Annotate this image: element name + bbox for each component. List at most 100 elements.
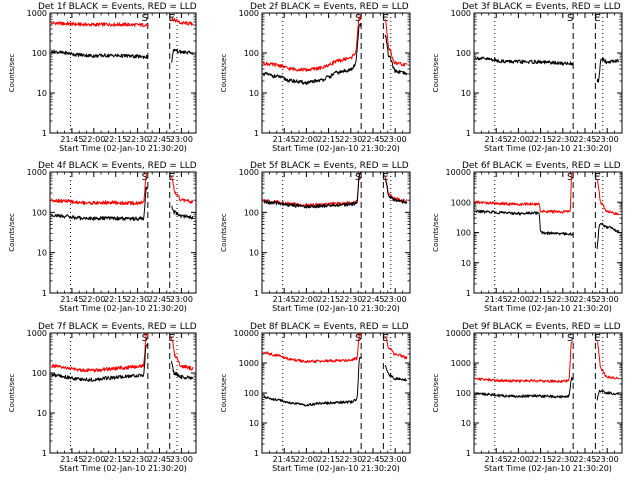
y-tick-label: 1 (42, 289, 47, 298)
marker-label: S (567, 13, 573, 24)
y-tick-label: 1 (254, 129, 259, 138)
panel-title: Det 2f BLACK = Events, RED = LLD (250, 2, 409, 12)
panel-title: Det 5f BLACK = Events, RED = LLD (250, 161, 409, 171)
marker-label: S (142, 172, 148, 183)
y-tick-label: 100 (456, 49, 471, 58)
y-tick-label: 1 (254, 449, 259, 458)
y-tick-label: 1000 (451, 9, 471, 18)
x-axis-label: Start Time (02-Jan-10 21:30:20) (484, 144, 612, 153)
y-axis-label: Counts/sec (8, 54, 16, 93)
plot-frame (49, 171, 197, 294)
x-tick-label: 22:45 (573, 295, 596, 304)
x-tick-label: 22:00 (507, 455, 530, 464)
x-tick-label: 22:15 (104, 295, 127, 304)
x-tick-label: 22:15 (317, 455, 340, 464)
x-tick-label: 23:00 (596, 295, 619, 304)
y-tick-label: 1 (254, 289, 259, 298)
y-tick-label: 100 (32, 208, 47, 217)
y-axis-label: Counts/sec (8, 213, 16, 252)
x-tick-label: 22:30 (551, 455, 574, 464)
y-tick-label: 1000 (27, 329, 47, 338)
lld-series-line (263, 14, 408, 72)
x-tick-label: 23:00 (170, 295, 193, 304)
panel-det-9: Det 9f BLACK = Events, RED = LLD Counts/s… (432, 322, 623, 473)
events-series-line (475, 376, 620, 401)
events-series-line (51, 48, 194, 63)
x-tick-label: 22:30 (126, 135, 149, 144)
marker-label: S (355, 13, 361, 24)
x-tick-label: 22:00 (507, 135, 530, 144)
x-tick-label: 23:00 (384, 135, 407, 144)
x-tick-label: 22:30 (339, 135, 362, 144)
y-tick-label: 10000 (234, 329, 259, 338)
y-tick-label: 100 (32, 49, 47, 58)
plot-frame (473, 332, 623, 454)
panel-title: Det 8f BLACK = Events, RED = LLD (250, 322, 409, 332)
panel-title: Det 7f BLACK = Events, RED = LLD (38, 322, 197, 332)
x-tick-label: 22:00 (295, 295, 318, 304)
y-tick-label: 1 (466, 129, 471, 138)
lld-series-line (475, 340, 620, 383)
y-tick-label: 10 (461, 419, 471, 428)
marker-label: S (355, 333, 361, 344)
x-tick-label: 22:15 (104, 455, 127, 464)
plot-frame (261, 332, 411, 454)
x-tick-label: 22:15 (529, 135, 552, 144)
events-series-line (263, 22, 408, 85)
plot-frame (473, 171, 623, 294)
y-tick-label: 100 (244, 49, 259, 58)
x-tick-label: 23:00 (170, 455, 193, 464)
y-axis-label: Counts/sec (220, 374, 228, 413)
y-tick-label: 1000 (451, 198, 471, 207)
y-tick-label: 10000 (446, 168, 471, 177)
y-axis-label: Counts/sec (220, 54, 228, 93)
marker-label: E (382, 333, 388, 344)
x-tick-label: 22:15 (104, 135, 127, 144)
y-axis-label: Counts/sec (432, 213, 440, 252)
lld-series-line (51, 332, 194, 373)
y-tick-label: 100 (456, 229, 471, 238)
events-series-line (475, 56, 620, 83)
plot-frame (49, 12, 197, 134)
panel-det-8: Det 8f BLACK = Events, RED = LLD Counts/s… (220, 322, 411, 473)
lld-series-line (51, 171, 194, 206)
panel-det-4: Det 4f BLACK = Events, RED = LLD Counts/s… (8, 161, 197, 313)
y-tick-label: 1 (466, 449, 471, 458)
x-tick-label: 21:45 (60, 455, 83, 464)
y-tick-label: 1000 (27, 168, 47, 177)
x-axis-label: Start Time (02-Jan-10 21:30:20) (484, 464, 612, 473)
x-tick-label: 22:30 (551, 135, 574, 144)
y-tick-label: 1000 (27, 9, 47, 18)
x-tick-label: 21:45 (273, 295, 296, 304)
lld-series-line (51, 17, 194, 28)
events-series-line (263, 172, 408, 209)
x-axis-label: Start Time (02-Jan-10 21:30:20) (59, 144, 187, 153)
y-tick-label: 100 (32, 369, 47, 378)
panel-title: Det 9f BLACK = Events, RED = LLD (462, 322, 621, 332)
y-tick-label: 100 (244, 389, 259, 398)
x-tick-label: 22:45 (573, 455, 596, 464)
y-axis-label: Counts/sec (432, 54, 440, 93)
y-tick-label: 10 (461, 89, 471, 98)
panel-det-5: Det 5f BLACK = Events, RED = LLD Counts/s… (220, 161, 411, 313)
x-tick-label: 22:00 (82, 455, 105, 464)
x-tick-label: 22:00 (507, 295, 530, 304)
panel-det-6: Det 6f BLACK = Events, RED = LLD Counts/s… (432, 161, 623, 313)
marker-label: E (594, 13, 600, 24)
x-tick-label: 22:00 (82, 295, 105, 304)
x-tick-label: 22:15 (317, 135, 340, 144)
y-tick-label: 100 (456, 389, 471, 398)
x-tick-label: 22:15 (529, 295, 552, 304)
y-axis-label: Counts/sec (220, 213, 228, 252)
y-tick-label: 10 (249, 89, 259, 98)
marker-label: E (594, 172, 600, 183)
panel-det-7: Det 7f BLACK = Events, RED = LLD Counts/s… (8, 322, 197, 473)
y-tick-label: 10 (37, 249, 47, 258)
y-tick-label: 10 (461, 259, 471, 268)
marker-label: E (382, 13, 388, 24)
x-tick-label: 22:30 (551, 295, 574, 304)
x-tick-label: 21:45 (273, 455, 296, 464)
y-tick-label: 10000 (446, 329, 471, 338)
